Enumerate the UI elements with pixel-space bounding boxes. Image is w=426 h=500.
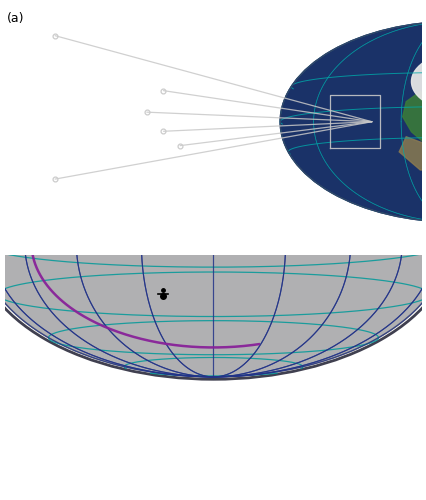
Text: (b): (b): [7, 260, 25, 273]
Circle shape: [279, 22, 426, 222]
Polygon shape: [402, 92, 426, 152]
Circle shape: [411, 52, 426, 112]
Text: (a): (a): [7, 12, 25, 25]
Polygon shape: [398, 137, 426, 172]
Ellipse shape: [0, 109, 426, 377]
